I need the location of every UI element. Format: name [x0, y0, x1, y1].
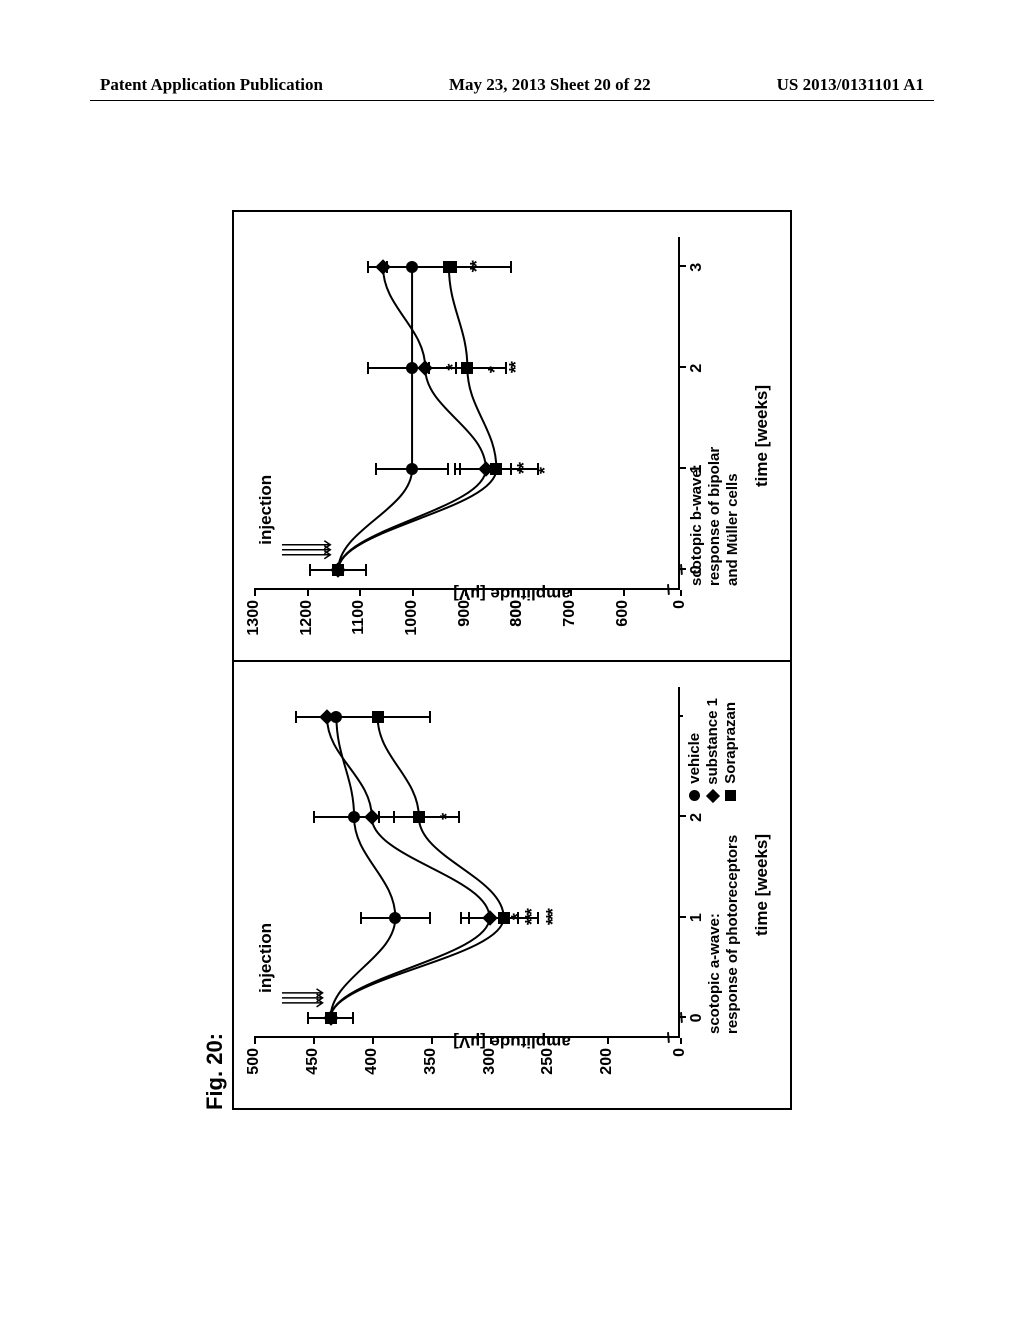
x-tick-label: 1 — [688, 465, 706, 474]
chart-scotopic-b-wave: amplitude [µV] scotopic b-wave: response… — [234, 212, 790, 660]
header-left: Patent Application Publication — [100, 75, 323, 95]
x-tick-label: 2 — [688, 364, 706, 373]
y-tick-label: 800 — [508, 600, 526, 627]
y-tick-label: 600 — [614, 600, 632, 627]
square-icon — [490, 463, 502, 475]
y-tick-label: 500 — [245, 1048, 263, 1075]
square-icon — [372, 711, 384, 723]
y-tick-label: 450 — [304, 1048, 322, 1075]
x-tick-label: 3 — [688, 263, 706, 272]
y-tick-label: 1000 — [403, 600, 421, 636]
plot-area: 0200250300350400450500////0123injection*… — [254, 687, 680, 1038]
y-tick-label: 200 — [598, 1048, 616, 1075]
significance-marker: *** *** — [522, 910, 564, 925]
y-tick-label: 250 — [539, 1048, 557, 1075]
square-icon — [725, 790, 736, 801]
y-tick-label: 1100 — [350, 600, 368, 635]
square-icon — [461, 362, 473, 374]
circle-icon — [689, 790, 700, 801]
y-tick-label: 700 — [561, 600, 579, 627]
significance-marker: * ** — [485, 363, 527, 373]
y-tick-label: 400 — [363, 1048, 381, 1075]
y-tick-label: 1300 — [245, 600, 263, 636]
x-tick-label: 0 — [688, 565, 706, 574]
square-icon — [498, 912, 510, 924]
legend: vehicle substance 1 Soraprazan — [683, 692, 742, 807]
y-tick-label: 0 — [671, 600, 689, 609]
legend-item-vehicle: vehicle — [686, 698, 703, 801]
chart-caption: scotopic a-wave: response of photorecept… — [706, 835, 742, 1034]
figure-20: Fig. 20: amplitude [µV] scotopic a-wave:… — [232, 210, 792, 1110]
x-axis-label: time [weeks] — [752, 834, 772, 936]
y-tick-label: 1200 — [298, 600, 316, 636]
y-tick-label: 0 — [671, 1048, 689, 1057]
significance-marker: * — [437, 815, 458, 820]
chart-scotopic-a-wave: amplitude [µV] scotopic a-wave: response… — [234, 660, 790, 1108]
significance-marker: ** — [467, 262, 488, 272]
square-icon — [332, 564, 344, 576]
header-center: May 23, 2013 Sheet 20 of 22 — [449, 75, 651, 95]
x-tick-label: 2 — [688, 813, 706, 822]
square-icon — [443, 261, 455, 273]
header-right: US 2013/0131101 A1 — [777, 75, 924, 95]
x-tick-label: 0 — [688, 1014, 706, 1023]
diamond-icon — [705, 789, 719, 803]
legend-item-soraprazan: Soraprazan — [722, 698, 739, 801]
legend-item-substance1: substance 1 — [704, 698, 721, 801]
figure-label: Fig. 20: — [202, 1033, 228, 1110]
x-axis-label: time [weeks] — [752, 385, 772, 487]
y-tick-label: 900 — [456, 600, 474, 627]
square-icon — [413, 811, 425, 823]
x-tick-label: 1 — [688, 913, 706, 922]
square-icon — [325, 1012, 337, 1024]
plot-area: 06007008008009001000110012001300////0123… — [254, 237, 680, 590]
y-tick-label: 300 — [481, 1048, 499, 1075]
significance-marker: ** * — [514, 464, 556, 474]
charts-container: amplitude [µV] scotopic a-wave: response… — [232, 210, 792, 1110]
page-header: Patent Application Publication May 23, 2… — [0, 75, 1024, 95]
y-tick-label: 350 — [422, 1048, 440, 1075]
